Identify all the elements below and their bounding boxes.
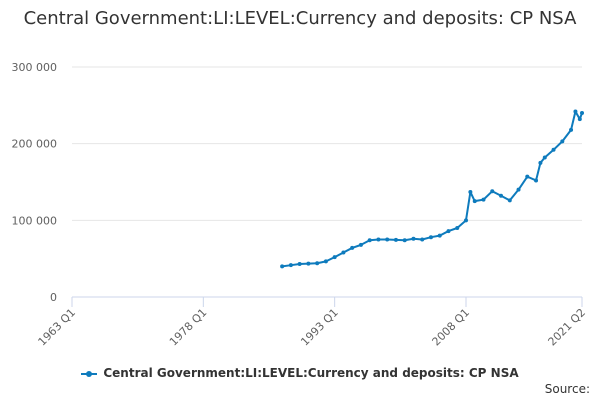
data-point[interactable] [323,259,328,264]
source-credit[interactable]: Source: [544,382,590,396]
data-point[interactable] [516,187,521,192]
data-point[interactable] [376,237,381,242]
data-point[interactable] [573,109,578,114]
y-tick-label: 200 000 [12,138,58,151]
data-point[interactable] [358,242,363,247]
x-axis-ticks: 1963 Q1 1978 Q1 1993 Q1 2008 Q1 2021 Q2 [36,297,589,349]
data-point[interactable] [428,235,433,240]
series-group [280,109,584,269]
data-point[interactable] [393,237,398,242]
data-point[interactable] [455,226,460,230]
data-point[interactable] [306,261,311,266]
data-point[interactable] [525,174,530,179]
data-point[interactable] [560,139,565,144]
y-axis-ticks: 0 100 000 200 000 300 000 [12,61,58,304]
x-tick-label: 2008 Q1 [430,306,473,349]
chart-title: Central Government:LI:LEVEL:Currency and… [23,8,577,29]
data-point[interactable] [507,198,512,203]
data-point[interactable] [499,193,504,198]
data-point[interactable] [367,238,372,243]
grid-lines [72,66,582,221]
legend-marker [81,370,98,377]
data-point[interactable] [288,263,293,268]
y-tick-label: 100 000 [12,214,58,227]
data-point[interactable] [280,264,285,269]
data-point[interactable] [534,178,539,183]
data-point[interactable] [385,237,390,242]
data-point[interactable] [402,238,407,243]
data-point[interactable] [437,233,442,238]
x-tick-label: 1978 Q1 [167,306,210,349]
x-tick-label: 2021 Q2 [546,306,589,349]
data-point[interactable] [490,189,495,194]
data-point[interactable] [446,229,451,234]
data-point[interactable] [315,261,320,266]
data-point[interactable] [332,255,337,260]
data-point[interactable] [463,218,468,223]
x-tick-label: 1963 Q1 [36,306,79,349]
data-point[interactable] [420,237,425,242]
data-point[interactable] [411,236,416,241]
data-point[interactable] [538,160,543,165]
data-point[interactable] [551,147,556,152]
data-point[interactable] [569,127,574,132]
y-tick-label: 0 [50,291,57,304]
data-point[interactable] [297,262,302,267]
series-line [281,110,583,268]
x-tick-label: 1993 Q1 [298,306,341,349]
data-point[interactable] [472,199,477,204]
data-point[interactable] [481,197,486,202]
data-point[interactable] [577,117,582,122]
data-point[interactable] [350,245,355,250]
y-tick-label: 300 000 [12,61,58,74]
data-point[interactable] [542,155,547,160]
data-point[interactable] [468,189,473,194]
legend[interactable]: Central Government:LI:LEVEL:Currency and… [0,366,600,380]
data-point[interactable] [580,111,584,115]
data-point[interactable] [341,250,346,255]
legend-label: Central Government:LI:LEVEL:Currency and… [103,366,519,380]
